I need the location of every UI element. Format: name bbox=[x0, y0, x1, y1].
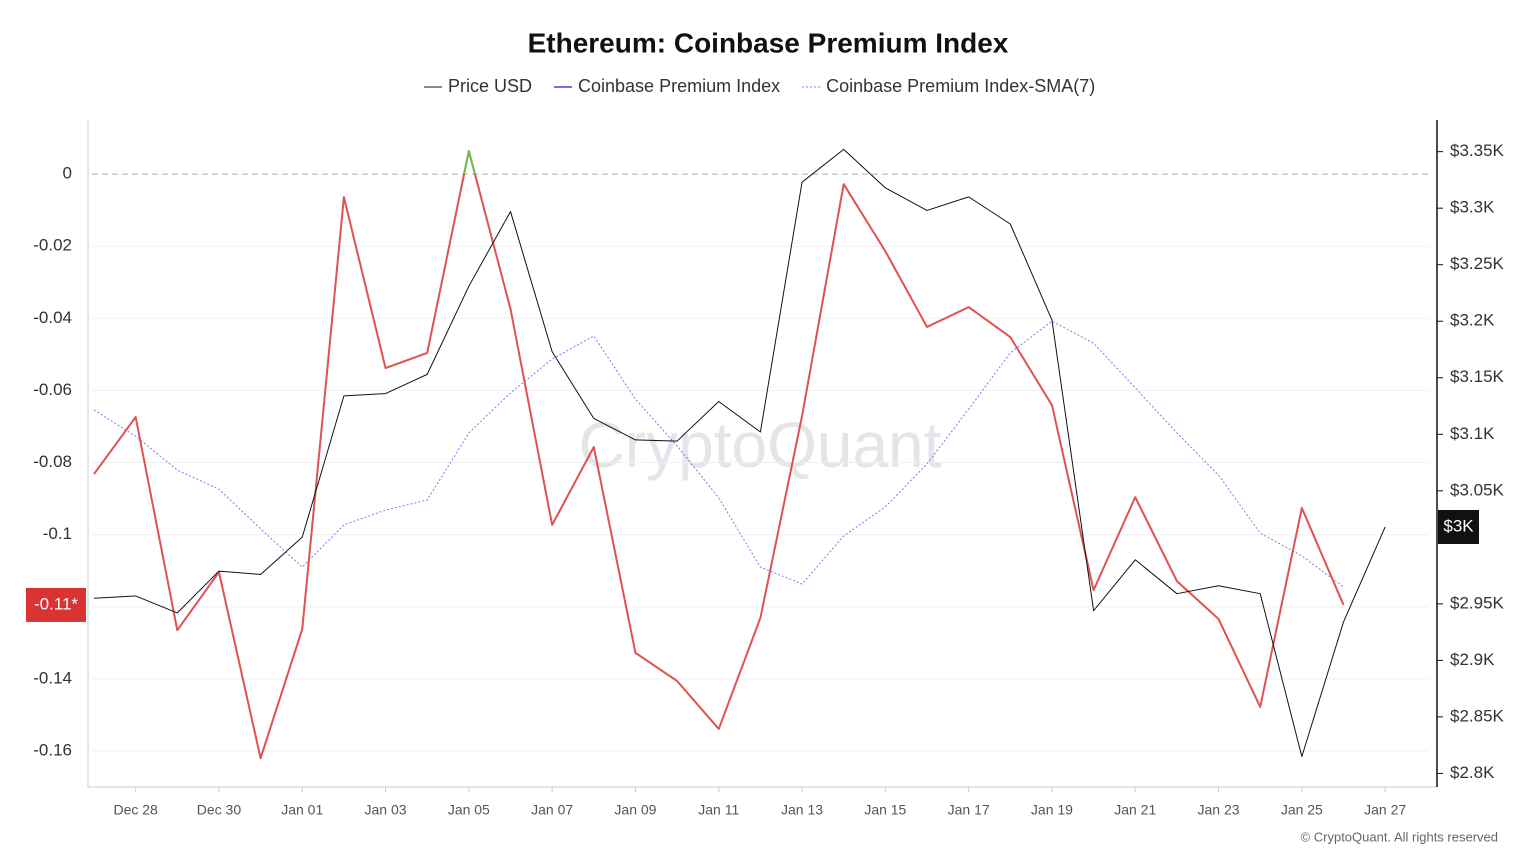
y2-tick-label: $3.1K bbox=[1450, 424, 1495, 443]
x-tick-label: Jan 01 bbox=[281, 802, 323, 818]
legend-label: Price USD bbox=[448, 76, 532, 96]
x-tick-label: Jan 27 bbox=[1364, 802, 1406, 818]
legend-label: Coinbase Premium Index-SMA(7) bbox=[826, 76, 1095, 96]
x-tick-label: Jan 05 bbox=[448, 802, 490, 818]
x-tick-label: Jan 15 bbox=[864, 802, 906, 818]
y-tick-label: 0 bbox=[63, 164, 72, 183]
current-value-label: -0.11* bbox=[34, 594, 78, 613]
x-tick-label: Jan 13 bbox=[781, 802, 823, 818]
x-tick-label: Jan 25 bbox=[1281, 802, 1323, 818]
y-tick-label: -0.02 bbox=[33, 236, 72, 255]
chart-title: Ethereum: Coinbase Premium Index bbox=[528, 27, 1009, 58]
y-tick-label: -0.16 bbox=[33, 740, 72, 759]
current-value-badge bbox=[1438, 509, 1479, 544]
series-line bbox=[93, 150, 1345, 760]
y-tick-label: -0.04 bbox=[33, 308, 72, 327]
x-tick-label: Jan 21 bbox=[1114, 802, 1156, 818]
y2-tick-label: $2.9K bbox=[1450, 650, 1495, 669]
y2-tick-label: $3.15K bbox=[1450, 367, 1505, 386]
footer: © CryptoQuant. All rights reserved bbox=[1301, 829, 1498, 844]
watermark: CryptoQuant bbox=[579, 409, 942, 481]
y-tick-label: -0.06 bbox=[33, 380, 72, 399]
current-value-label: $3K bbox=[1443, 516, 1474, 535]
y-tick-label: -0.14 bbox=[33, 668, 72, 687]
y-tick-label: -0.1 bbox=[43, 524, 72, 543]
y2-tick-label: $3.3K bbox=[1450, 198, 1495, 217]
y2-tick-label: $3.2K bbox=[1450, 311, 1495, 330]
x-tick-label: Jan 17 bbox=[948, 802, 990, 818]
legend-label: Coinbase Premium Index bbox=[578, 76, 780, 96]
series-line bbox=[93, 148, 1386, 757]
y-tick-label: -0.08 bbox=[33, 452, 72, 471]
y2-tick-label: $2.95K bbox=[1450, 593, 1505, 612]
x-tick-label: Jan 11 bbox=[698, 802, 739, 818]
y2-tick-label: $3.35K bbox=[1450, 141, 1505, 160]
x-tick-label: Jan 23 bbox=[1198, 802, 1240, 818]
x-tick-label: Jan 07 bbox=[531, 802, 573, 818]
y2-tick-label: $3.25K bbox=[1450, 254, 1505, 273]
x-tick-label: Jan 03 bbox=[365, 802, 407, 818]
x-tick-label: Jan 09 bbox=[614, 802, 656, 818]
x-tick-label: Jan 19 bbox=[1031, 802, 1073, 818]
x-tick-label: Dec 30 bbox=[197, 802, 242, 818]
legend: Price USD Coinbase Premium Index Coinbase … bbox=[424, 76, 1095, 96]
current-value-badge bbox=[26, 587, 86, 622]
y2-tick-label: $3.05K bbox=[1450, 480, 1505, 499]
y2-tick-label: $2.8K bbox=[1450, 763, 1495, 782]
x-tick-label: Dec 28 bbox=[113, 802, 158, 818]
y2-tick-label: $2.85K bbox=[1450, 706, 1505, 725]
series-line bbox=[93, 320, 1344, 588]
